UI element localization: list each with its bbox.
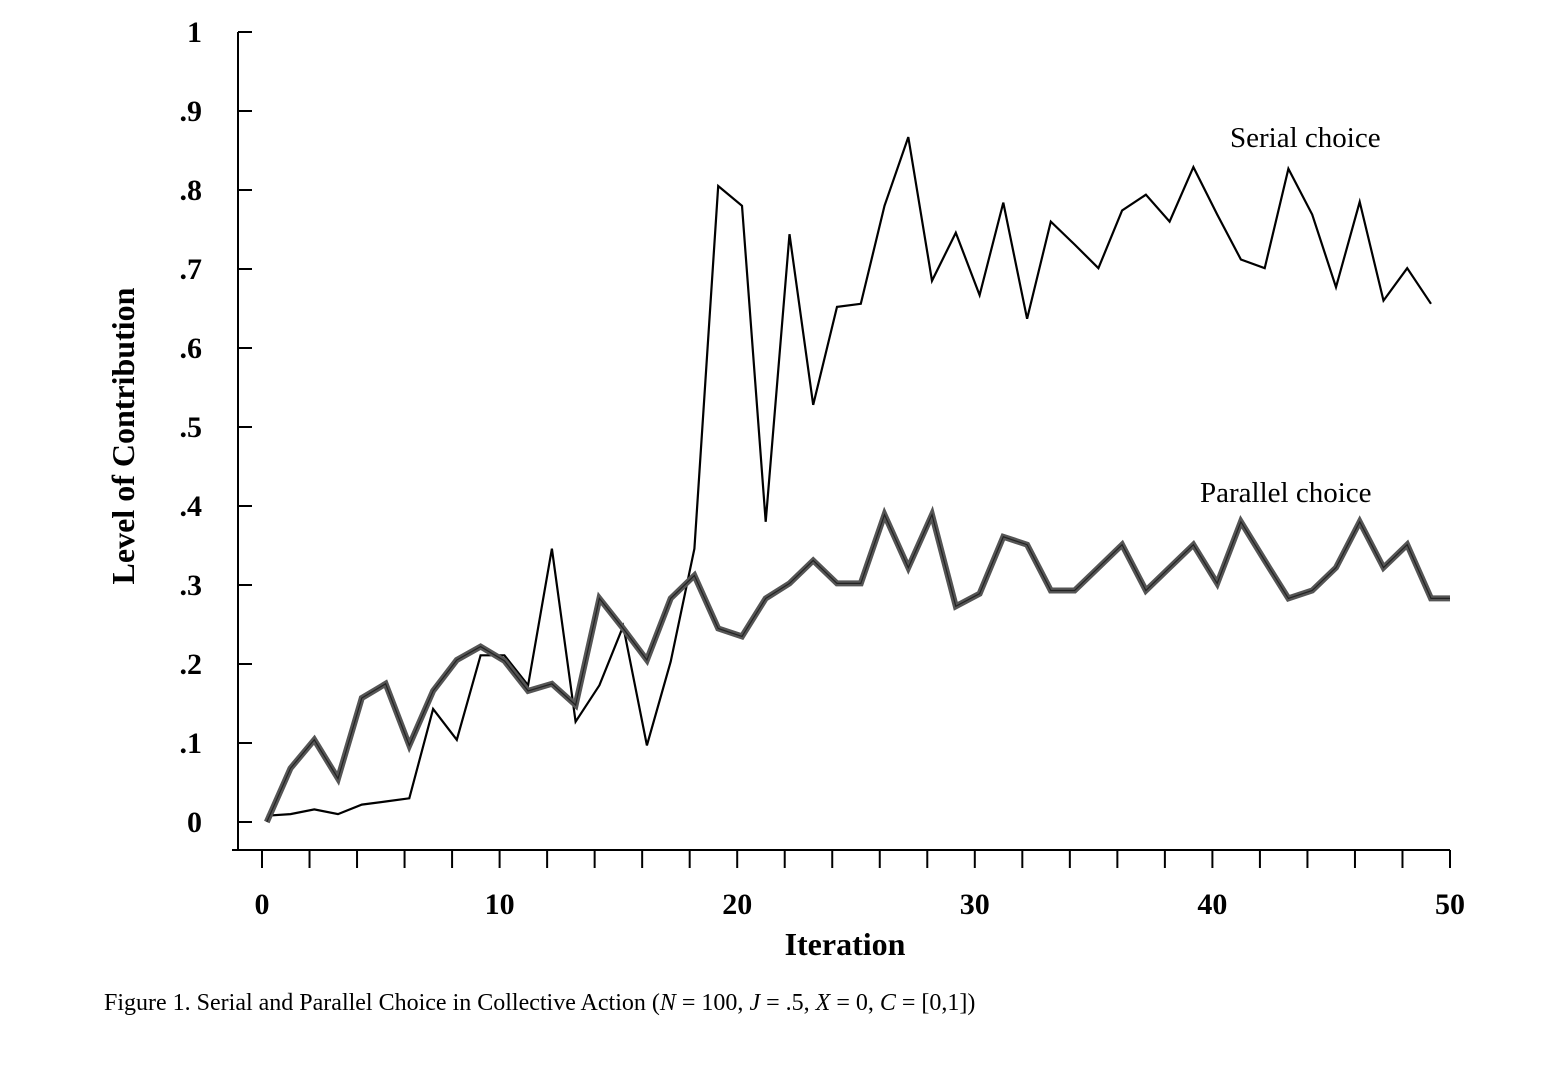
y-tick-label: .1 xyxy=(180,727,203,760)
x-ticks: 0 10 20 30 40 50 xyxy=(255,850,1465,921)
caption-n-val: = 100, xyxy=(675,990,750,1016)
series-lines xyxy=(264,136,1450,824)
caption-j-var: J xyxy=(749,990,761,1016)
x-tick-label: 20 xyxy=(722,888,752,921)
series-line-serial xyxy=(266,136,1432,817)
caption-c-val: = [0,1]) xyxy=(895,990,976,1016)
y-tick-label: 0 xyxy=(187,806,202,839)
series-label-serial: Serial choice xyxy=(1230,122,1381,154)
x-axis-title: Iteration xyxy=(785,926,906,962)
series-line-parallel xyxy=(264,505,1450,824)
y-tick-label: .4 xyxy=(180,490,203,523)
y-tick-label: .5 xyxy=(180,411,203,444)
series-line-parallel-edge xyxy=(266,512,1450,823)
series-label-parallel: Parallel choice xyxy=(1200,477,1372,509)
x-tick-label: 0 xyxy=(255,888,270,921)
x-tick-label: 30 xyxy=(960,888,990,921)
y-ticks: 0 .1 .2 .3 .4 .5 .6 .7 .8 .9 1 xyxy=(180,16,252,839)
y-tick-label: .6 xyxy=(180,332,203,365)
caption-x-val: = 0, xyxy=(830,990,880,1016)
axes xyxy=(232,32,1450,851)
x-tick-label: 40 xyxy=(1197,888,1227,921)
y-tick-label: .9 xyxy=(180,95,203,128)
x-tick-label: 10 xyxy=(485,888,515,921)
caption-c-var: C xyxy=(879,990,896,1016)
caption-prefix: Figure 1. Serial and Parallel Choice in … xyxy=(104,990,660,1016)
figure-caption: Figure 1. Serial and Parallel Choice in … xyxy=(104,990,975,1017)
caption-n-var: N xyxy=(659,990,676,1016)
y-tick-label: 1 xyxy=(187,16,202,49)
caption-j-val: = .5, xyxy=(760,990,816,1016)
y-axis-title: Level of Contribution xyxy=(105,287,141,584)
caption-x-var: X xyxy=(815,990,831,1016)
y-tick-label: .3 xyxy=(180,569,203,602)
x-tick-label: 50 xyxy=(1435,888,1465,921)
y-tick-label: .7 xyxy=(180,253,203,286)
y-tick-label: .2 xyxy=(180,648,203,681)
y-tick-label: .8 xyxy=(180,174,203,207)
